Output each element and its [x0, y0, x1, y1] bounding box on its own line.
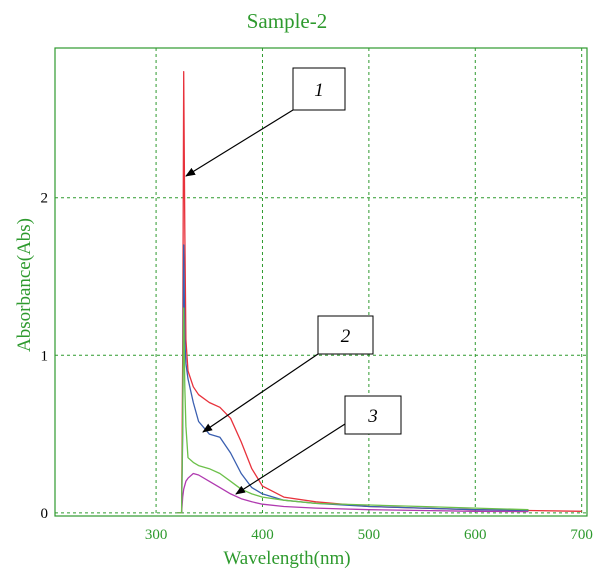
x-tick-label-700: 700 — [570, 527, 593, 543]
callout-arrow-1 — [185, 109, 294, 177]
callout-1: 1 — [185, 67, 346, 177]
grid — [55, 48, 587, 516]
y-axis-title: Absorbance(Abs) — [14, 218, 35, 352]
x-tick-label-400: 400 — [251, 527, 274, 543]
y-tick-label-1: 1 — [41, 348, 49, 364]
x-tick-label-600: 600 — [464, 527, 487, 543]
x-tick-label-300: 300 — [145, 527, 168, 543]
series-line-4 — [177, 307, 529, 514]
callout-label-3: 3 — [367, 406, 378, 427]
callout-box-2 — [317, 315, 374, 355]
x-tick-label-500: 500 — [358, 527, 381, 543]
series-line-3 — [177, 472, 529, 514]
callout-label-1: 1 — [314, 80, 324, 101]
callout-3: 3 — [235, 395, 402, 495]
callout-box-1 — [292, 67, 346, 111]
y-tick-label-2: 2 — [41, 191, 49, 207]
x-axis-title: Wavelength(nm) — [223, 548, 350, 568]
callout-2: 2 — [202, 315, 374, 433]
y-tick-label-0: 0 — [41, 506, 49, 522]
callout-arrow-3 — [235, 423, 346, 495]
series-line-2 — [177, 244, 529, 514]
callouts: 1 2 3 — [185, 67, 402, 495]
callout-label-2: 2 — [341, 326, 351, 347]
callout-arrow-2 — [202, 353, 319, 433]
series-line-1 — [177, 70, 582, 514]
callout-box-3 — [344, 395, 402, 435]
series-lines — [177, 70, 582, 514]
chart-title: Sample-2 — [247, 9, 327, 33]
tick-labels: 300 400 500 600 700 0 1 2 — [41, 191, 593, 543]
plot-frame — [54, 47, 588, 517]
